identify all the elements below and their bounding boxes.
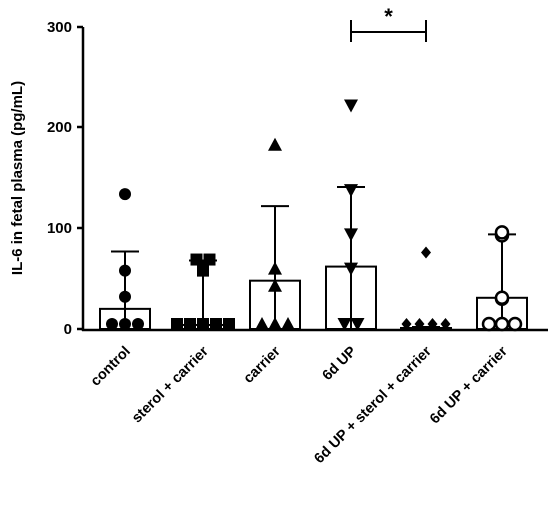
significance-bracket: * — [350, 4, 427, 42]
data-point — [421, 246, 431, 259]
data-point — [268, 317, 282, 330]
data-point — [481, 316, 497, 332]
y-tick-label: 100 — [47, 220, 72, 237]
x-tick-label: carrier — [241, 343, 284, 386]
data-point — [171, 318, 183, 330]
data-point — [119, 290, 131, 303]
data-point — [197, 318, 209, 330]
data-point — [494, 290, 510, 306]
y-axis: 0 100 200 300 IL-6 in fetal plasma (pg/m… — [9, 19, 85, 338]
data-point — [132, 318, 144, 330]
x-tick-label: 6d UP — [319, 343, 360, 384]
data-point — [203, 253, 216, 266]
error-bars-layer — [111, 186, 516, 329]
data-point — [344, 228, 358, 242]
data-point — [223, 318, 235, 330]
y-tick-label: 200 — [47, 119, 72, 136]
bars-layer — [99, 265, 528, 331]
data-point — [197, 264, 209, 277]
data-point — [184, 318, 196, 330]
data-point — [255, 317, 269, 330]
data-point — [414, 318, 425, 330]
data-point — [106, 318, 118, 330]
data-point — [507, 316, 523, 332]
data-point — [401, 318, 412, 330]
data-point — [494, 316, 510, 332]
data-point — [494, 225, 510, 240]
y-axis-title: IL-6 in fetal plasma (pg/mL) — [9, 81, 26, 275]
data-point — [350, 318, 365, 331]
data-point — [344, 184, 358, 198]
data-point — [190, 253, 203, 266]
data-point — [268, 137, 282, 151]
points-layer — [106, 99, 523, 332]
y-tick-label: 0 — [64, 321, 72, 338]
data-point — [440, 318, 451, 330]
data-point — [268, 278, 282, 292]
y-tick-label: 300 — [47, 19, 72, 36]
data-point — [344, 262, 358, 276]
data-point — [119, 188, 131, 201]
data-point — [119, 264, 131, 277]
x-tick-label: sterol + carrier — [129, 343, 212, 426]
data-point — [210, 318, 222, 330]
data-point — [119, 318, 131, 330]
data-point — [337, 318, 352, 331]
x-tick-label: 6d UP + carrier — [427, 343, 511, 427]
significance-label: * — [384, 4, 393, 29]
data-point — [344, 99, 358, 113]
x-tick-label: control — [88, 344, 134, 390]
data-point — [268, 261, 282, 275]
data-point — [427, 318, 438, 330]
data-point — [281, 317, 295, 330]
